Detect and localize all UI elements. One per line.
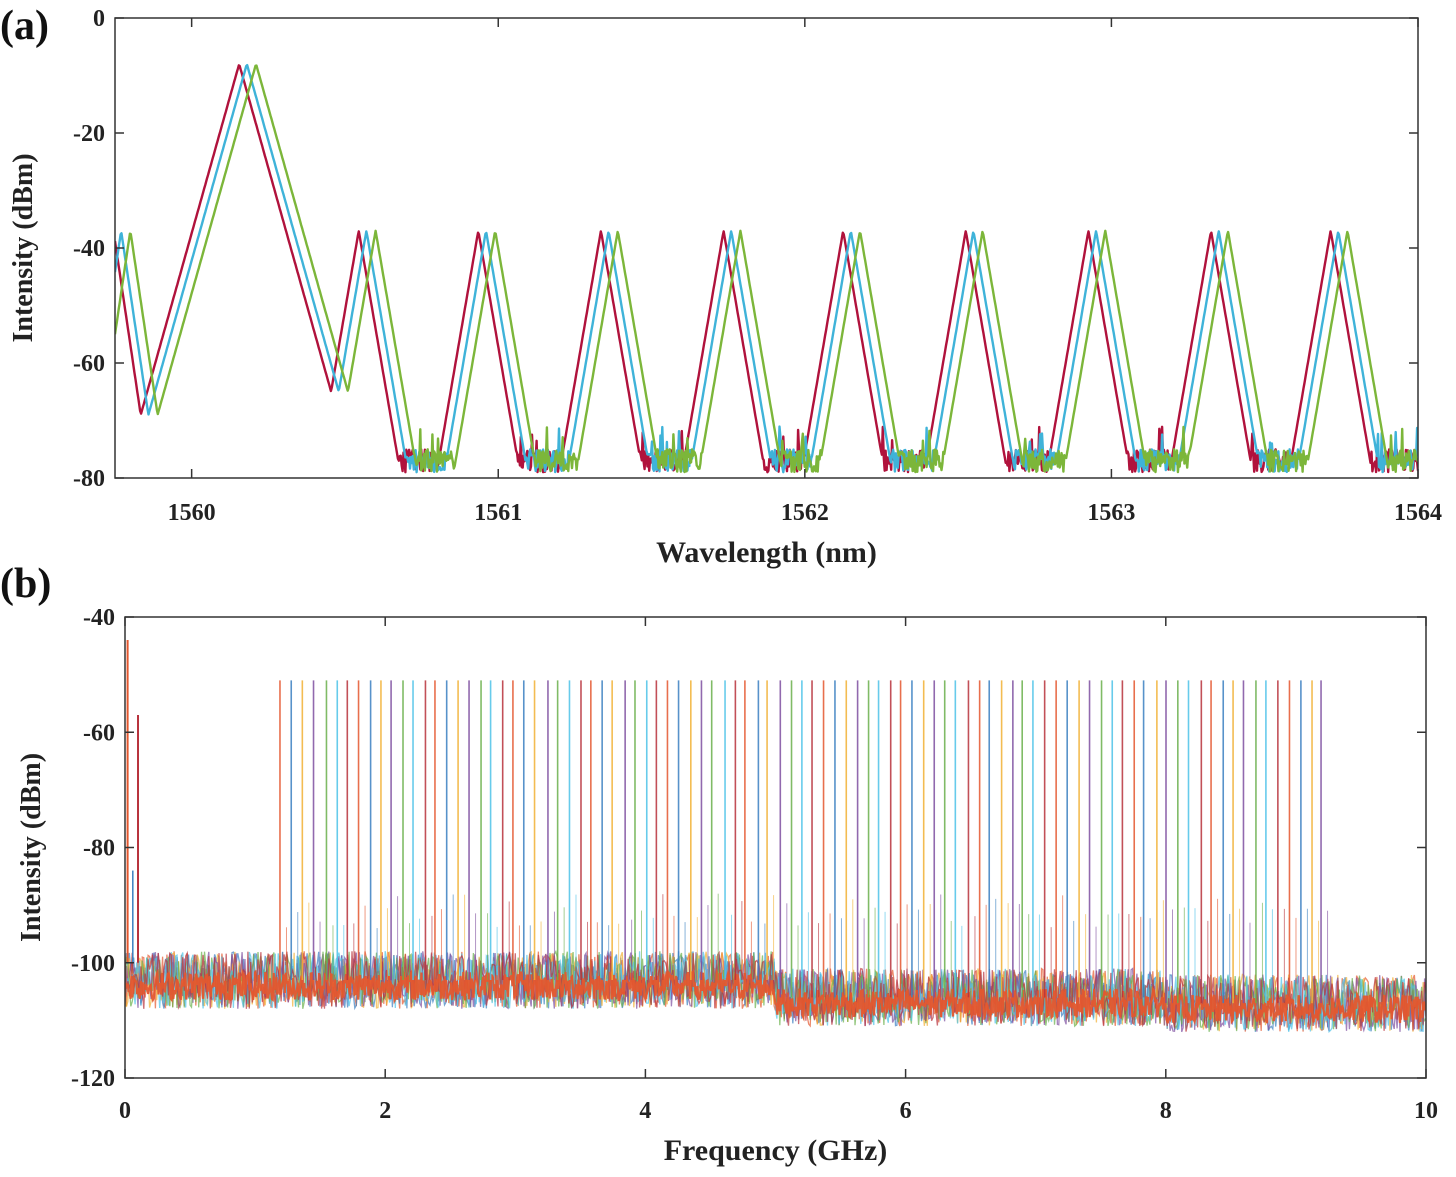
- y-tick-label-a: 0: [93, 6, 105, 32]
- plot-area-a: [115, 64, 1418, 474]
- series-a-2: [115, 64, 1418, 474]
- x-tick-label-b: 10: [1414, 1098, 1438, 1124]
- chart-b: 0 2 4 6 8 10 -40 -60 -80 -100 -120 Frequency (GHz) I…: [16, 605, 1438, 1167]
- y-axis-title-a: Intensity (dBm): [8, 153, 39, 342]
- panel-a-label: (a): [0, 3, 49, 49]
- y-tick-label-a: -60: [73, 351, 105, 377]
- chart-a: 1560 1561 1562 1563 1564 0 -20 -40 -60 -80 Wavelen…: [8, 6, 1442, 569]
- x-tick-label-a: 1563: [1087, 500, 1135, 526]
- y-tick-label-b: -80: [83, 836, 115, 862]
- x-tick-label-a: 1560: [168, 500, 216, 526]
- noise-trace-b-6: [125, 950, 1426, 1032]
- plot-area-b: [125, 640, 1426, 1033]
- x-tick-label-b: 2: [379, 1098, 391, 1124]
- x-tick-label-b: 0: [119, 1098, 131, 1124]
- x-tick-label-b: 8: [1160, 1098, 1172, 1124]
- y-tick-label-a: -40: [73, 236, 105, 262]
- x-tick-label-a: 1564: [1394, 500, 1442, 526]
- y-tick-label-b: -60: [83, 720, 115, 746]
- series-a-1: [115, 64, 1418, 474]
- x-tick-label-b: 4: [639, 1098, 651, 1124]
- x-tick-label-a: 1561: [474, 500, 522, 526]
- y-tick-label-a: -20: [73, 121, 105, 147]
- panel-b-label: (b): [0, 561, 52, 607]
- series-a-0: [115, 64, 1418, 474]
- x-tick-label-a: 1562: [781, 500, 829, 526]
- y-axis-title-b: Intensity (dBm): [16, 753, 47, 942]
- x-axis-title-a: Wavelength (nm): [656, 536, 877, 569]
- noise-core-b: [125, 968, 1426, 1026]
- x-tick-label-b: 6: [900, 1098, 912, 1124]
- y-tick-label-b: -120: [71, 1066, 115, 1092]
- y-tick-label-b: -100: [71, 951, 115, 977]
- x-axis-title-b: Frequency (GHz): [664, 1134, 888, 1167]
- y-tick-label-a: -80: [73, 466, 105, 492]
- y-tick-label-b: -40: [83, 605, 115, 631]
